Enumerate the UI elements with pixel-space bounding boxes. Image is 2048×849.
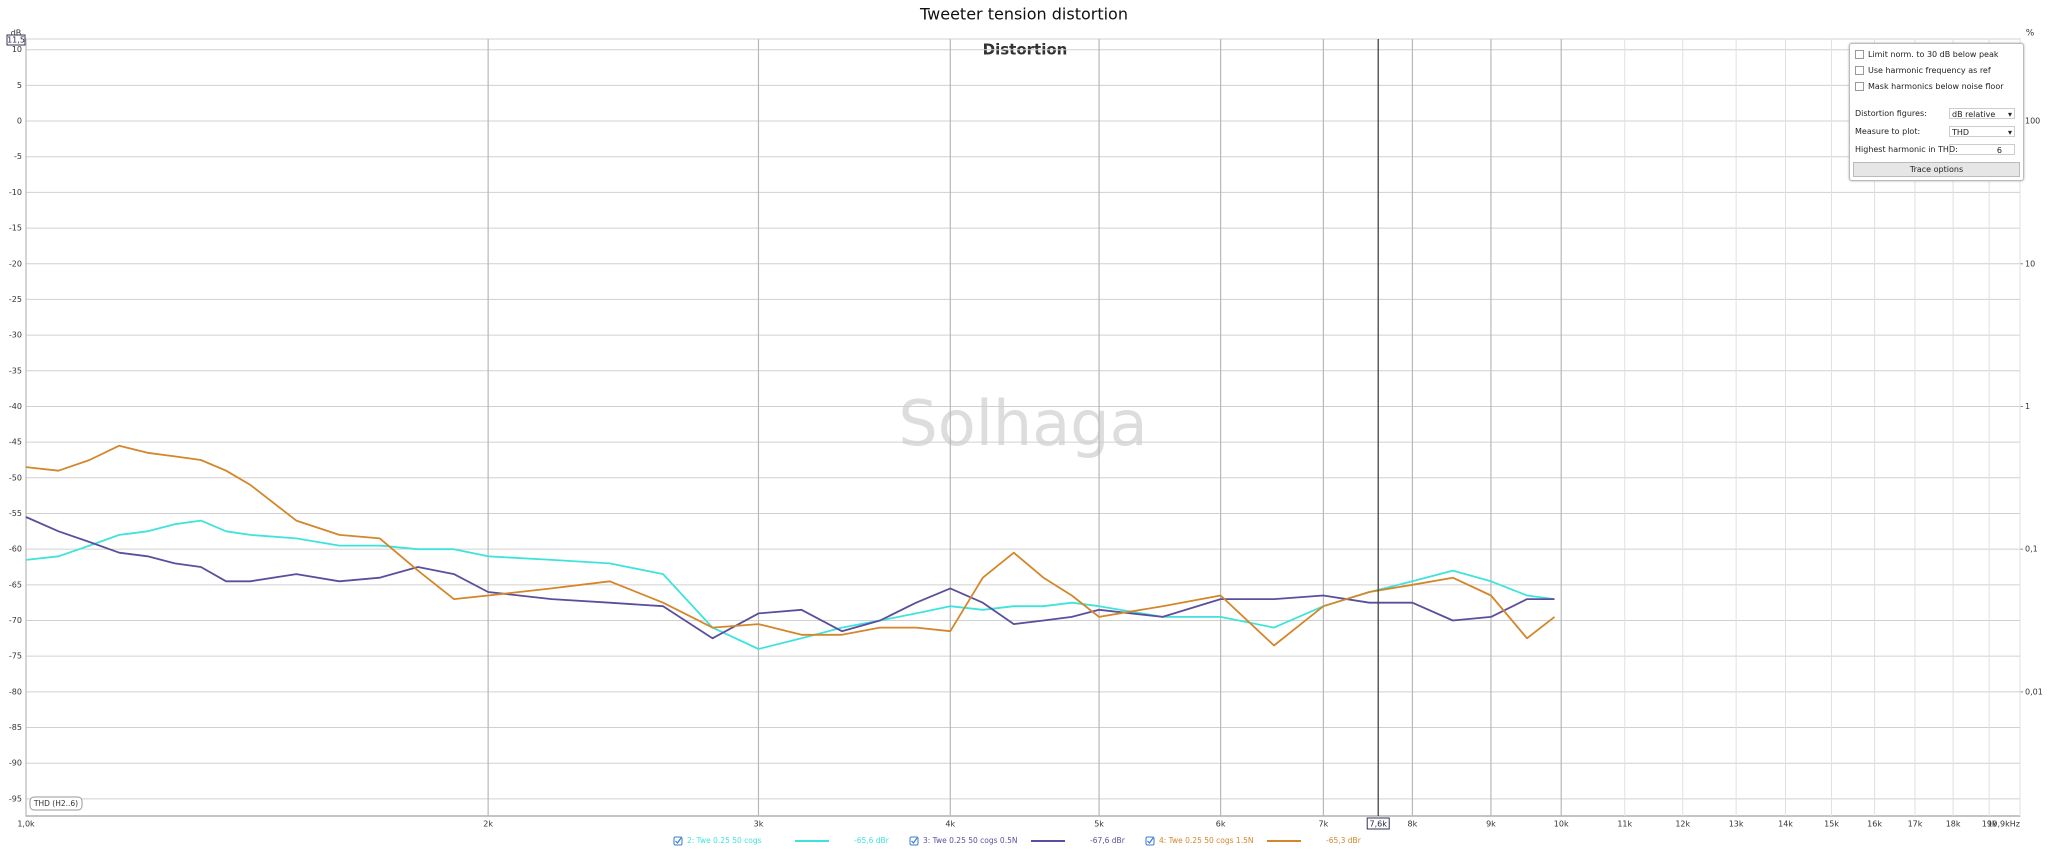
y-tick-label: -25 xyxy=(9,295,22,304)
dropdown-value: THD xyxy=(1952,128,1970,137)
option[interactable]: Mask harmonics below noise floor xyxy=(1855,82,2004,91)
y-tick-label: -45 xyxy=(9,438,22,447)
y2-tick-label: 0,1 xyxy=(2025,545,2038,554)
y-tick-label: -15 xyxy=(9,224,22,233)
x-tick-label: 19,9kHz xyxy=(1987,820,2020,829)
spinner-value: 6 xyxy=(1996,146,2002,155)
cursor-box xyxy=(1366,817,1390,830)
legend-label: 2: Twe 0.25 50 cogs xyxy=(687,836,762,845)
x-tick-label: 12k xyxy=(1675,820,1690,829)
y-tick-label: -55 xyxy=(9,509,22,518)
x-tick-label: 14k xyxy=(1778,820,1793,829)
field-label: Highest harmonic in THD: xyxy=(1855,145,1958,154)
annotation-box xyxy=(29,796,83,811)
y-tick-label: 11,5 xyxy=(7,36,25,45)
x-tick-label: 1,0k xyxy=(17,820,35,829)
y-tick-box xyxy=(6,34,26,46)
x-tick-label: 5k xyxy=(1094,820,1104,829)
y-tick-label: -10 xyxy=(9,188,22,197)
x-tick-label: 2k xyxy=(483,820,493,829)
y-tick-label: -60 xyxy=(9,545,22,554)
legend-cursor-value: -65,6 dBr xyxy=(854,836,890,845)
dropdown[interactable]: THD ▾ xyxy=(1949,126,2015,137)
y-tick-label: -75 xyxy=(9,652,22,661)
option[interactable]: Limit norm. to 30 dB below peak xyxy=(1855,50,1999,59)
annotation: THD (H2..6) xyxy=(33,799,78,808)
y-tick-label: 5 xyxy=(17,81,22,90)
x-tick-label: 3k xyxy=(754,820,764,829)
y-tick-label: -50 xyxy=(9,473,22,482)
dropdown-value: dB relative xyxy=(1952,110,1996,119)
x-tick-label: 17k xyxy=(1908,820,1923,829)
arrow: ▾ xyxy=(2007,128,2012,137)
option-label: Use harmonic frequency as ref xyxy=(1868,66,1991,75)
legend-label: 4: Twe 0.25 50 cogs 1.5N xyxy=(1159,836,1253,845)
legend-cursor-value: -67,6 dBr xyxy=(1090,836,1126,845)
y2-tick-label: 10 xyxy=(2025,259,2035,268)
label: Measure to plot: xyxy=(1855,127,1921,136)
checkbox[interactable] xyxy=(1855,66,1864,75)
y2-tick-label: 100 xyxy=(2025,117,2040,126)
y-axis-label: dB xyxy=(11,29,22,38)
label: Highest harmonic in THD: xyxy=(1855,145,1958,154)
x-tick-label: 10k xyxy=(1554,820,1569,829)
x-tick-label: 13k xyxy=(1729,820,1744,829)
y-tick-label: -20 xyxy=(9,259,22,268)
y-tick-label: -65 xyxy=(9,580,22,589)
option-label: Limit norm. to 30 dB below peak xyxy=(1868,50,1999,59)
checkbox[interactable] xyxy=(1855,50,1864,59)
arrow: ▾ xyxy=(2007,110,2012,119)
x-tick-label: 9k xyxy=(1486,820,1496,829)
legend-cursor-value: -65,3 dBr xyxy=(1326,836,1362,845)
x-tick-label: 15k xyxy=(1824,820,1839,829)
x-tick-label: 11k xyxy=(1617,820,1632,829)
y-tick-label: -80 xyxy=(9,687,22,696)
y2-tick-label: 0,01 xyxy=(2025,687,2043,696)
y-tick-label: -35 xyxy=(9,366,22,375)
y-tick-label: -30 xyxy=(9,331,22,340)
checkbox[interactable] xyxy=(1855,82,1864,91)
button-label: Trace options xyxy=(1909,165,1964,174)
trace-options-button[interactable]: Trace options xyxy=(1853,162,2020,177)
x-tick-label: 7k xyxy=(1319,820,1329,829)
series-line xyxy=(25,519,1555,650)
series-line xyxy=(25,516,1555,640)
y-tick-label: 0 xyxy=(17,117,22,126)
x-tick-label: 6k xyxy=(1216,820,1226,829)
y-tick-label: -95 xyxy=(9,794,22,803)
legend-label: 3: Twe 0.25 50 cogs 0.5N xyxy=(923,836,1017,845)
cursor-label: 7,6k xyxy=(1370,820,1388,829)
chart-title: Tweeter tension distortion xyxy=(919,5,1128,24)
spinner[interactable]: 6 xyxy=(1949,144,2015,155)
legend-check xyxy=(911,837,918,844)
field-label: Distortion figures: xyxy=(1855,109,1927,118)
y-tick-label: -90 xyxy=(9,759,22,768)
control-panel: Limit norm. to 30 dB below peak Use harm… xyxy=(1849,43,2024,181)
label: Distortion figures: xyxy=(1855,109,1927,118)
y2-tick-label: 1 xyxy=(2025,402,2030,411)
legend-check xyxy=(1147,837,1154,844)
y-tick-label: 10 xyxy=(12,45,22,54)
series-line xyxy=(25,444,1556,647)
y-tick-label: -40 xyxy=(9,402,22,411)
legend-check xyxy=(675,837,682,844)
field-label: Measure to plot: xyxy=(1855,127,1920,136)
plot-area xyxy=(25,38,2021,817)
watermark: Solhaga xyxy=(898,387,1147,460)
y-tick-label: -70 xyxy=(9,616,22,625)
x-tick-label: 16k xyxy=(1867,820,1882,829)
x-tick-label: 8k xyxy=(1408,820,1418,829)
y2-axis-label: % xyxy=(2026,29,2035,39)
x-tick-label: 4k xyxy=(945,820,955,829)
y-tick-label: -5 xyxy=(14,152,22,161)
dropdown[interactable]: dB relative ▾ xyxy=(1949,108,2015,119)
option[interactable]: Use harmonic frequency as ref xyxy=(1855,66,1991,75)
option-label: Mask harmonics below noise floor xyxy=(1868,82,2004,91)
x-tick-label: 19k xyxy=(1982,820,1997,829)
y-tick-label: -85 xyxy=(9,723,22,732)
x-tick-label: 18k xyxy=(1946,820,1961,829)
